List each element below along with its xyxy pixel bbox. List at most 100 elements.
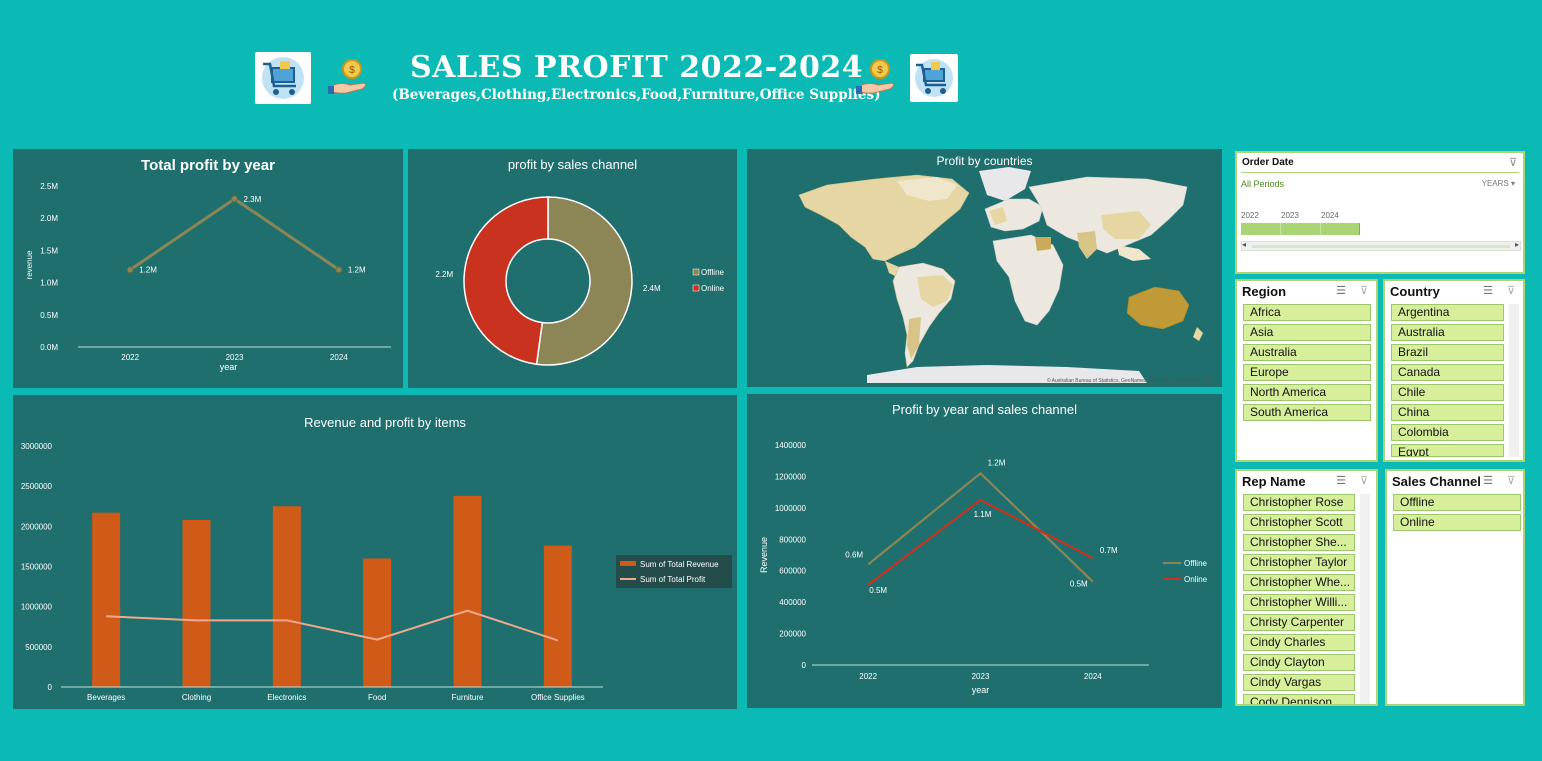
y-axis-label: Revenue: [759, 537, 769, 573]
data-point: [231, 195, 238, 203]
chart-title: profit by sales channel: [507, 157, 638, 172]
chart-profit-by-year[interactable]: Total profit by year 0.0M 0.5M 1.0M 1.5M 2.0…: [13, 149, 403, 388]
clear-filter-icon[interactable]: ⊽: [1359, 475, 1368, 487]
chart-profit-by-channel[interactable]: profit by sales channel 2.4M 2.2M Offline O…: [408, 149, 737, 388]
y-tick-label: 800000: [779, 535, 806, 544]
multi-select-icon[interactable]: ☰: [1336, 475, 1346, 487]
y-tick-label: 0.0M: [40, 343, 58, 352]
y-tick-label: 0: [802, 661, 807, 670]
slicer-item[interactable]: Christopher Scott: [1243, 514, 1355, 531]
slicer-region[interactable]: Region ☰ ⊽ Africa Asia Australia Europe …: [1235, 279, 1378, 462]
legend-swatch: [620, 561, 636, 566]
clear-filter-icon[interactable]: ⊽: [1506, 285, 1515, 297]
profit-by-year-plot: 0.0M 0.5M 1.0M 1.5M 2.0M 2.5M 2022 2023 2024 year…: [25, 182, 391, 372]
slicer-item[interactable]: Cindy Clayton: [1243, 654, 1355, 671]
y-tick-label: 2000000: [21, 522, 53, 531]
legend-swatch: [692, 268, 700, 276]
chart-title: Profit by countries: [936, 154, 1033, 168]
revenue-bar: [453, 495, 482, 687]
slicer-title: Order Date: [1242, 157, 1294, 168]
clear-filter-icon[interactable]: ⊽: [1506, 475, 1515, 487]
map-profit-by-countries[interactable]: Profit by countries © Australian Bureau …: [747, 149, 1222, 387]
multi-select-icon[interactable]: ☰: [1336, 285, 1346, 297]
series-line: [867, 498, 1094, 586]
legend-swatch: [692, 284, 700, 292]
data-label: 1.1M: [974, 510, 992, 519]
coin-hand-icon: $: [328, 57, 372, 97]
profit-line: [106, 609, 559, 642]
shopping-cart-icon: [910, 54, 958, 102]
legend-label: Offline: [701, 268, 725, 277]
chart-profit-year-channel[interactable]: Profit by year and sales channel 0 200000…: [747, 394, 1222, 708]
data-label: 1.2M: [988, 458, 1006, 467]
map-antarctica: [867, 365, 1147, 383]
y-tick-label: 0.5M: [40, 311, 58, 320]
slicer-scrollbar[interactable]: [1360, 494, 1370, 704]
map-egypt: [1035, 237, 1051, 251]
chart-revenue-profit-items[interactable]: Revenue and profit by items 0 500000 10000…: [13, 395, 737, 709]
slicer-scrollbar[interactable]: [1509, 304, 1519, 457]
x-tick-label: 2022: [121, 353, 139, 362]
y-tick-label: 1.0M: [40, 279, 58, 288]
y-tick-label: 2.5M: [40, 182, 58, 191]
data-label: 0.6M: [845, 550, 863, 559]
slicer-item[interactable]: Christopher Whe...: [1243, 574, 1355, 591]
slicer-item[interactable]: Christopher Willi...: [1243, 594, 1355, 611]
slicer-country[interactable]: Country ☰ ⊽ Argentina Australia Brazil C…: [1383, 279, 1525, 462]
slicer-item[interactable]: Christopher She...: [1243, 534, 1355, 551]
x-tick-label: 2023: [226, 353, 244, 362]
legend-label: Online: [1184, 575, 1208, 584]
revenue-bar: [272, 506, 301, 687]
slicer-item[interactable]: Australia: [1243, 344, 1371, 361]
chart-title: Revenue and profit by items: [304, 415, 466, 430]
timeline-unit-dropdown[interactable]: YEARS ▾: [1482, 179, 1515, 188]
scroll-right-icon[interactable]: ▸: [1514, 240, 1519, 249]
slicer-item[interactable]: North America: [1243, 384, 1371, 401]
slicer-item[interactable]: Canada: [1391, 364, 1504, 381]
multi-select-icon[interactable]: ☰: [1483, 285, 1493, 297]
slicer-item[interactable]: Egypt: [1391, 444, 1504, 457]
timeline-scrollbar[interactable]: ◂ ▸: [1241, 240, 1521, 251]
shopping-cart-icon: [255, 52, 311, 104]
x-tick-label: Clothing: [182, 693, 211, 702]
slicer-item[interactable]: Cindy Vargas: [1243, 674, 1355, 691]
slicer-item[interactable]: Online: [1393, 514, 1521, 531]
slicer-sales-channel[interactable]: Sales Channel ☰ ⊽ Offline Online: [1385, 469, 1525, 706]
slicer-item[interactable]: Colombia: [1391, 424, 1504, 441]
slicer-item[interactable]: China: [1391, 404, 1504, 421]
slicer-item[interactable]: Christy Carpenter: [1243, 614, 1355, 631]
data-label: 0.7M: [1100, 546, 1118, 555]
slicer-item[interactable]: South America: [1243, 404, 1371, 421]
slicer-item[interactable]: Australia: [1391, 324, 1504, 341]
slicer-item[interactable]: Cindy Charles: [1243, 634, 1355, 651]
slicer-item[interactable]: Africa: [1243, 304, 1371, 321]
y-tick-label: 200000: [779, 630, 806, 639]
slicer-item[interactable]: Chile: [1391, 384, 1504, 401]
clear-filter-icon[interactable]: ⊽: [1359, 285, 1368, 297]
slicer-item[interactable]: Offline: [1393, 494, 1521, 511]
multi-select-icon[interactable]: ☰: [1483, 475, 1493, 487]
slicer-item[interactable]: Asia: [1243, 324, 1371, 341]
map-greenland: [979, 167, 1031, 201]
slicer-item[interactable]: Christopher Taylor: [1243, 554, 1355, 571]
scroll-left-icon[interactable]: ◂: [1242, 240, 1247, 249]
x-tick-label: Office Supplies: [531, 693, 585, 702]
y-axis-label: revenue: [25, 250, 34, 279]
y-tick-label: 600000: [779, 567, 806, 576]
slicer-item[interactable]: Europe: [1243, 364, 1371, 381]
slicer-item[interactable]: Christopher Rose: [1243, 494, 1355, 511]
svg-text:$: $: [349, 65, 355, 76]
revenue-bar: [92, 512, 121, 687]
divider: [1241, 172, 1519, 173]
y-tick-label: 1000000: [775, 504, 807, 513]
slicer-item[interactable]: Argentina: [1391, 304, 1504, 321]
revenue-bar: [363, 558, 392, 687]
svg-text:$: $: [877, 65, 883, 76]
revenue-bar: [182, 519, 211, 687]
timeline-bar[interactable]: [1241, 223, 1360, 235]
timeline-order-date[interactable]: Order Date ⊽ All Periods YEARS ▾ 2022 20…: [1235, 151, 1525, 274]
slicer-rep-name[interactable]: Rep Name ☰ ⊽ Christopher Rose Christophe…: [1235, 469, 1378, 706]
slicer-item[interactable]: Cody Dennison: [1243, 694, 1355, 704]
slicer-item[interactable]: Brazil: [1391, 344, 1504, 361]
clear-filter-icon[interactable]: ⊽: [1508, 157, 1517, 169]
